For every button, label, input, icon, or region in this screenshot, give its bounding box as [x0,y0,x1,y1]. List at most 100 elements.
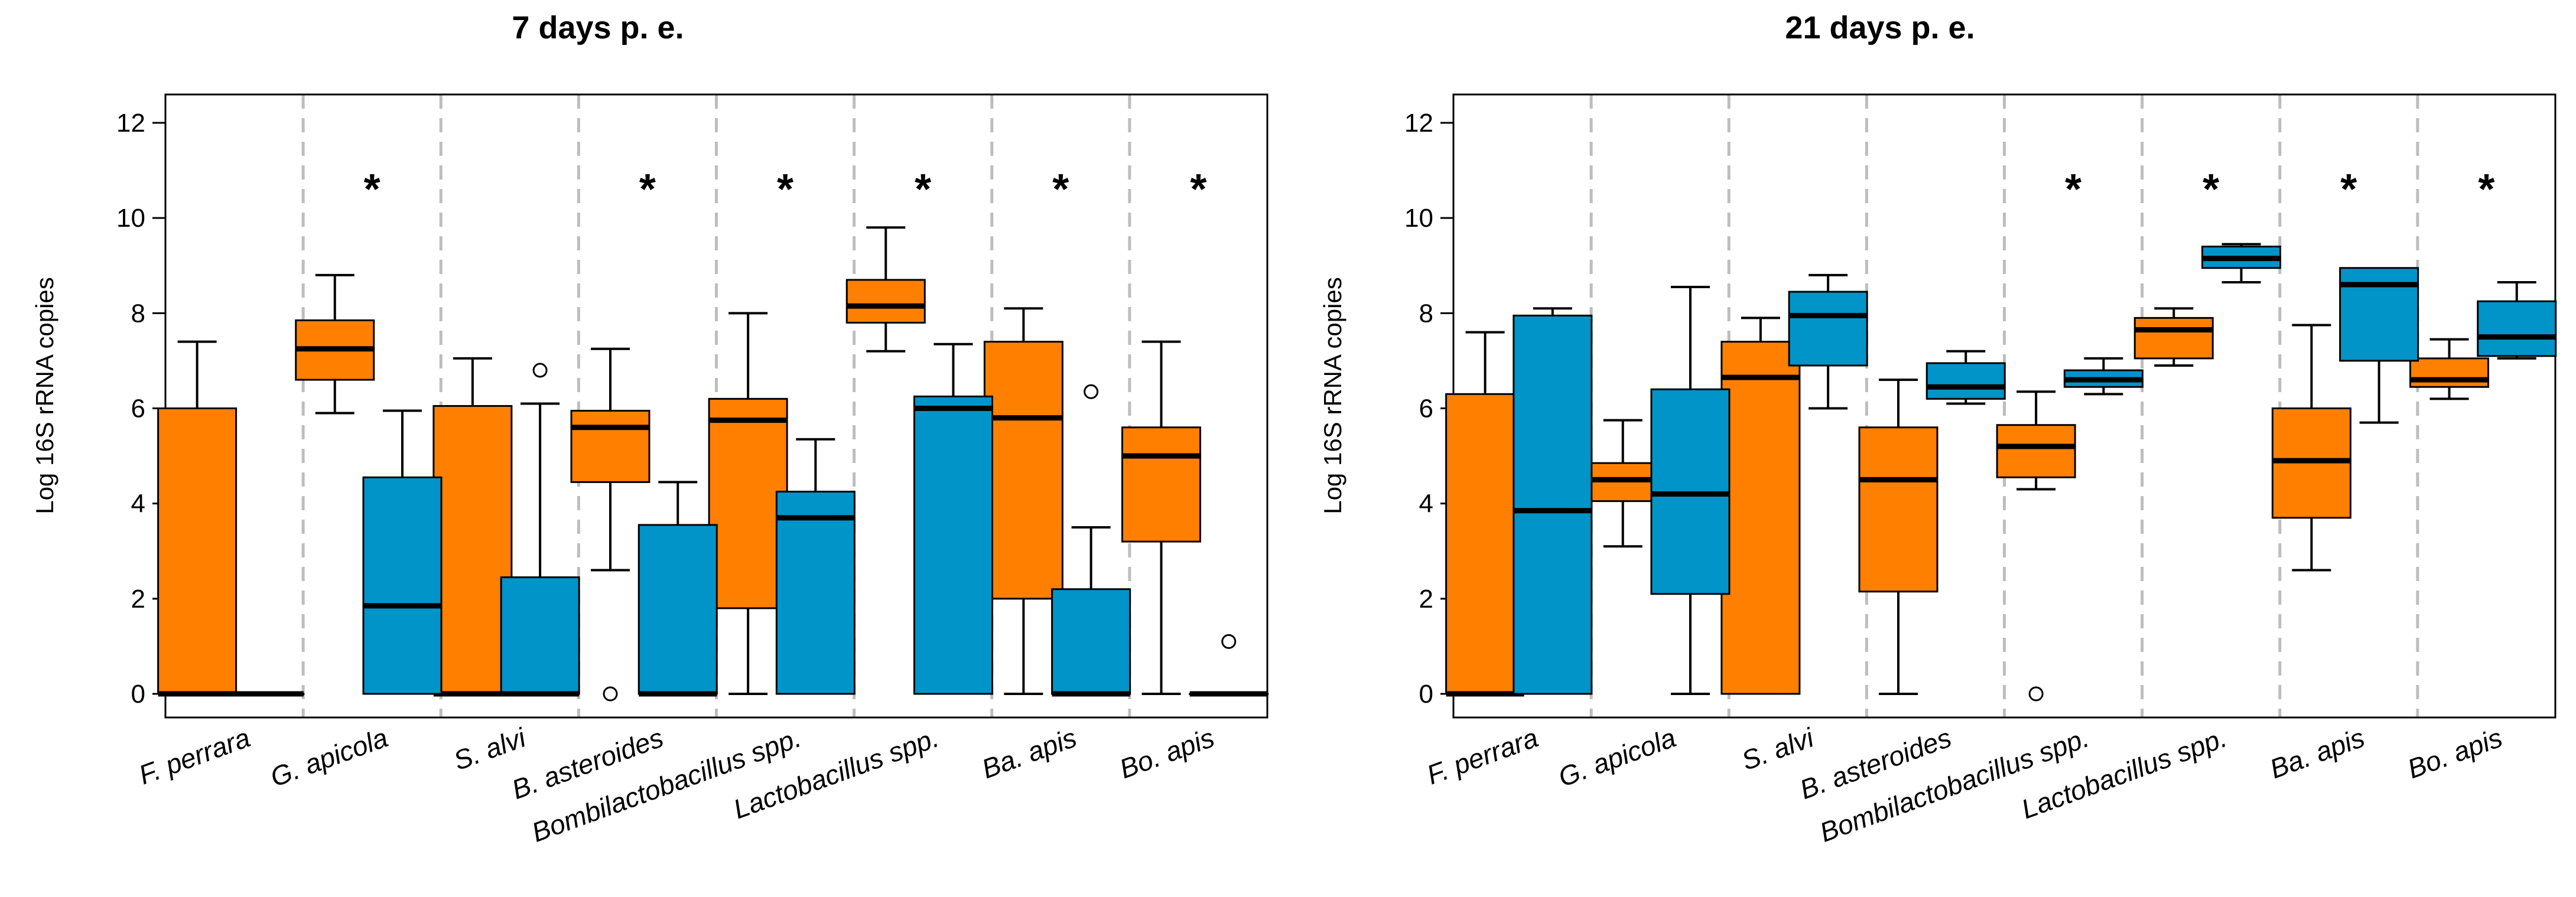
chart-title: 21 days p. e. [1785,10,1975,45]
box-blue [2201,243,2281,283]
y-tick-label: 4 [131,490,145,518]
box-blue [2477,280,2557,360]
box-blue [638,481,718,697]
significance-star: * [2340,166,2357,213]
box-body [775,491,856,695]
box-blue [1513,307,1593,695]
x-category-label: S. alvi [1738,722,1819,776]
box-orange [2271,324,2351,572]
x-category-label: S. alvi [450,722,531,776]
significance-star: * [1052,166,1069,213]
box-body [638,524,718,695]
box-body [500,576,580,695]
box-orange [1720,317,1801,695]
box-blue [500,363,580,697]
box-body [157,407,238,695]
chart-title: 7 days p. e. [512,10,684,45]
box-body [1445,393,1526,695]
box-orange [570,347,650,702]
box-orange [2409,338,2489,400]
significance-star: * [364,166,380,213]
significance-star: * [2065,166,2081,213]
panel-21-days: 21 days p. e. Log 16S rRNA copies 0 2 4 6 8 1… [1319,10,2557,848]
box-body [2409,357,2489,388]
box-orange [157,340,238,697]
outlier-point [1221,634,1237,649]
box-body [570,410,650,483]
significance-star: * [2478,166,2494,213]
panel-7-days: 7 days p. e. Log 16S rRNA copies 0 2 4 6 8 10… [31,10,1269,848]
box-body [1121,426,1201,543]
box-orange [1445,331,1526,697]
box-orange [1996,390,2076,702]
significance-star: * [2203,166,2219,213]
y-tick-label: 10 [116,204,145,233]
box-body [708,397,788,609]
box-orange [295,273,375,415]
outlier-point [2028,686,2044,702]
box-body [362,476,443,695]
box-orange [432,357,513,697]
box-orange [2133,307,2214,367]
y-tick-label: 2 [131,585,145,614]
box-blue [1650,286,1731,695]
box-blue [2063,357,2144,396]
box-blue [1788,273,1868,410]
box-blue [775,438,856,695]
y-tick-label: 2 [1419,585,1433,614]
box-body [1513,314,1593,695]
box-body [2477,300,2557,357]
x-category-label: F. perrara [135,722,254,791]
box-body [1926,362,2006,400]
y-axis-label: Log 16S rRNA copies [31,277,58,514]
box-body [913,395,993,695]
x-category-label: Bo. apis [1115,722,1218,785]
x-category-label: Bo. apis [2403,722,2506,785]
plot-frame [164,93,1269,719]
box-blue [913,343,993,695]
x-category-label: G. apicola [1554,722,1680,793]
box-orange [983,307,1063,695]
box-body [983,341,1063,600]
x-category-label: Ba. apis [2266,722,2369,785]
box-orange [845,226,926,353]
box-body [432,405,513,695]
outlier-point [1084,384,1099,399]
box-orange [1858,379,1938,695]
y-tick-label: 8 [1419,299,1433,328]
y-tick-label: 10 [1404,204,1433,233]
box-blue [1189,634,1269,697]
box-body [2339,267,2419,362]
box-body [1051,588,1131,695]
box-body [1788,291,1868,367]
y-tick-label: 6 [1419,394,1433,423]
box-blue [1926,350,2006,405]
box-body [1858,426,1938,593]
x-category-label: G. apicola [266,722,392,793]
box-body [2133,317,2214,360]
significance-star: * [915,166,931,213]
y-tick-label: 12 [116,109,145,138]
box-body [1996,424,2076,478]
box-blue [1051,384,1131,697]
y-tick-label: 12 [1404,109,1433,138]
significance-star: * [777,166,793,213]
box-blue [362,409,443,695]
y-tick-label: 8 [131,299,145,328]
significance-star: * [639,166,656,213]
outlier-point [532,363,548,378]
x-category-label: F. perrara [1423,722,1542,791]
box-orange [1583,419,1663,548]
significance-star: * [1190,166,1206,213]
outlier-point [603,686,618,702]
y-tick-label: 6 [131,394,145,423]
y-axis-label: Log 16S rRNA copies [1319,277,1346,514]
y-tick-label: 0 [131,680,145,709]
box-body [845,279,926,324]
box-body [1720,341,1801,695]
box-blue [2339,267,2419,424]
y-tick-label: 0 [1419,680,1433,709]
y-tick-label: 4 [1419,490,1433,518]
box-orange [708,312,788,695]
